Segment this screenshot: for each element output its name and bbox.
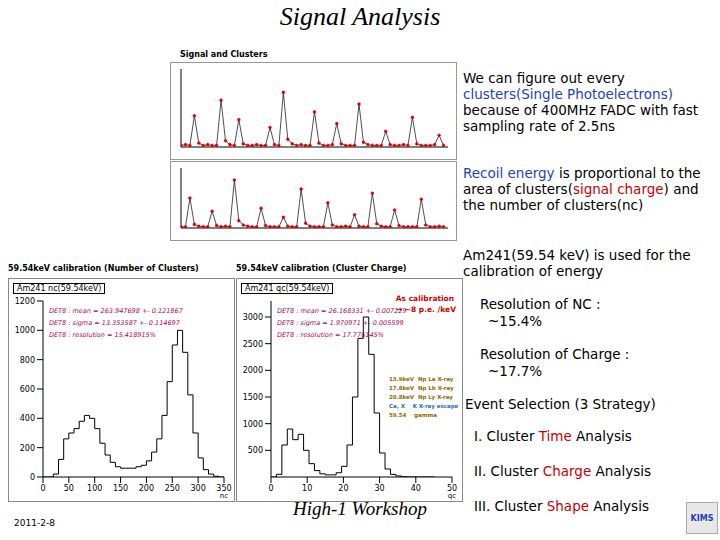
html-text:59.54 gamma: 59.54 gamma <box>389 412 437 418</box>
html-text:~17.7%: ~17.7% <box>488 363 543 379</box>
svg-text:0: 0 <box>40 484 45 493</box>
html-text:17.8keV Np Lb X-ray: 17.8keV Np Lb X-ray <box>389 385 454 391</box>
html-text:Event Selection (3 Strategy): Event Selection (3 Strategy) <box>465 396 656 412</box>
html-text:III. Cluster Shape Analysis: III. Cluster Shape Analysis <box>474 498 649 514</box>
html-text:DET8 : mean = 26.168331 +- 0.0: DET8 : mean = 26.168331 +- 0.007229 <box>277 307 407 315</box>
svg-text:600: 600 <box>20 385 35 394</box>
html-text:Resolution of Charge :: Resolution of Charge : <box>480 346 630 362</box>
html-text:Am241(59.54 keV) is used for t: Am241(59.54 keV) is used for the calibra… <box>463 247 691 279</box>
html-text:Am241 qc(59.54keV): Am241 qc(59.54keV) <box>245 284 330 293</box>
svg-text:1200: 1200 <box>15 297 35 306</box>
svg-text:1000: 1000 <box>15 326 35 335</box>
svg-text:2500: 2500 <box>243 340 263 349</box>
html-text:DET8 : mean = 263.947698 +- 0.: DET8 : mean = 263.947698 +- 0.121867 <box>49 307 183 315</box>
html-text:Signal Analysis: Signal Analysis <box>279 2 441 31</box>
svg-text:800: 800 <box>20 356 35 365</box>
svg-text:20: 20 <box>338 484 348 493</box>
html-text:2011-2-8: 2011-2-8 <box>14 518 55 528</box>
svg-text:1000: 1000 <box>243 420 263 429</box>
html-text:clusters(Single Photoelectrons: clusters(Single Photoelectrons) <box>463 86 673 102</box>
html-text:I. Cluster Time Analysis: I. Cluster Time Analysis <box>474 428 632 444</box>
html-text:DET8 : resolution = 15.418915%: DET8 : resolution = 15.418915% <box>49 331 156 339</box>
html-text:qc: qc <box>447 492 456 500</box>
svg-text:100: 100 <box>87 484 102 493</box>
html-text:Am241 nc(59.54keV): Am241 nc(59.54keV) <box>17 284 102 293</box>
html-text:High-1 Workshop: High-1 Workshop <box>293 498 427 519</box>
svg-text:400: 400 <box>20 414 35 423</box>
svg-text:200: 200 <box>20 444 35 453</box>
svg-text:50: 50 <box>64 484 74 493</box>
html-text:59.54keV calibration (Number o: 59.54keV calibration (Number of Clusters… <box>8 264 199 273</box>
html-text:II. Cluster Charge Analysis: II. Cluster Charge Analysis <box>474 463 652 479</box>
html-text:20.8keV Np Ly X-ray: 20.8keV Np Ly X-ray <box>389 394 453 400</box>
html-text:13.9keV Np La X-ray: 13.9keV Np La X-ray <box>389 376 454 382</box>
svg-text:500: 500 <box>248 446 263 455</box>
svg-text:250: 250 <box>165 484 180 493</box>
svg-text:10: 10 <box>302 484 312 493</box>
html-text:Signal and Clusters: Signal and Clusters <box>180 50 268 59</box>
html-text:DET8 : sigma = 13.353587 +- 0.: DET8 : sigma = 13.353587 +- 0.114697 <box>49 319 180 327</box>
svg-text:150: 150 <box>113 484 128 493</box>
html-text:Ca, X K X-ray escape: Ca, X K X-ray escape <box>389 403 459 409</box>
html-text:~15.4%: ~15.4% <box>488 313 543 329</box>
svg-text:40: 40 <box>411 484 421 493</box>
svg-text:200: 200 <box>139 484 154 493</box>
svg-text:0: 0 <box>30 473 35 482</box>
html-text:Resolution of NC :: Resolution of NC : <box>480 296 601 312</box>
html-text:DET8 : sigma = 1.970971 +- 0.0: DET8 : sigma = 1.970971 +- 0.005599 <box>277 319 404 327</box>
svg-text:3000: 3000 <box>243 313 263 322</box>
html-text:As calibration: As calibration <box>395 294 455 303</box>
svg-text:1500: 1500 <box>243 393 263 402</box>
svg-text:0: 0 <box>268 484 273 493</box>
html-text:59.54keV calibration (Cluster: 59.54keV calibration (Cluster Charge) <box>236 264 407 273</box>
svg-text:300: 300 <box>191 484 206 493</box>
svg-text:350: 350 <box>216 484 231 493</box>
html-text:Recoil energy is proportional: Recoil energy is proportional to the are… <box>463 165 701 213</box>
svg-text:2000: 2000 <box>243 366 263 375</box>
svg-text:50: 50 <box>447 484 457 493</box>
html-text:nc: nc <box>219 492 228 500</box>
html-text:→ ~8 p.e. /keV: → ~8 p.e. /keV <box>395 305 456 314</box>
html-text:KIMS: KIMS <box>690 513 714 523</box>
html-text:DET8 : resolution = 17.776145%: DET8 : resolution = 17.776145% <box>277 331 384 339</box>
svg-text:30: 30 <box>375 484 385 493</box>
html-text:We can figure out every: We can figure out every <box>463 70 625 86</box>
html-text:because of 400MHz FADC with fa: because of 400MHz FADC with fast samplin… <box>463 102 699 134</box>
